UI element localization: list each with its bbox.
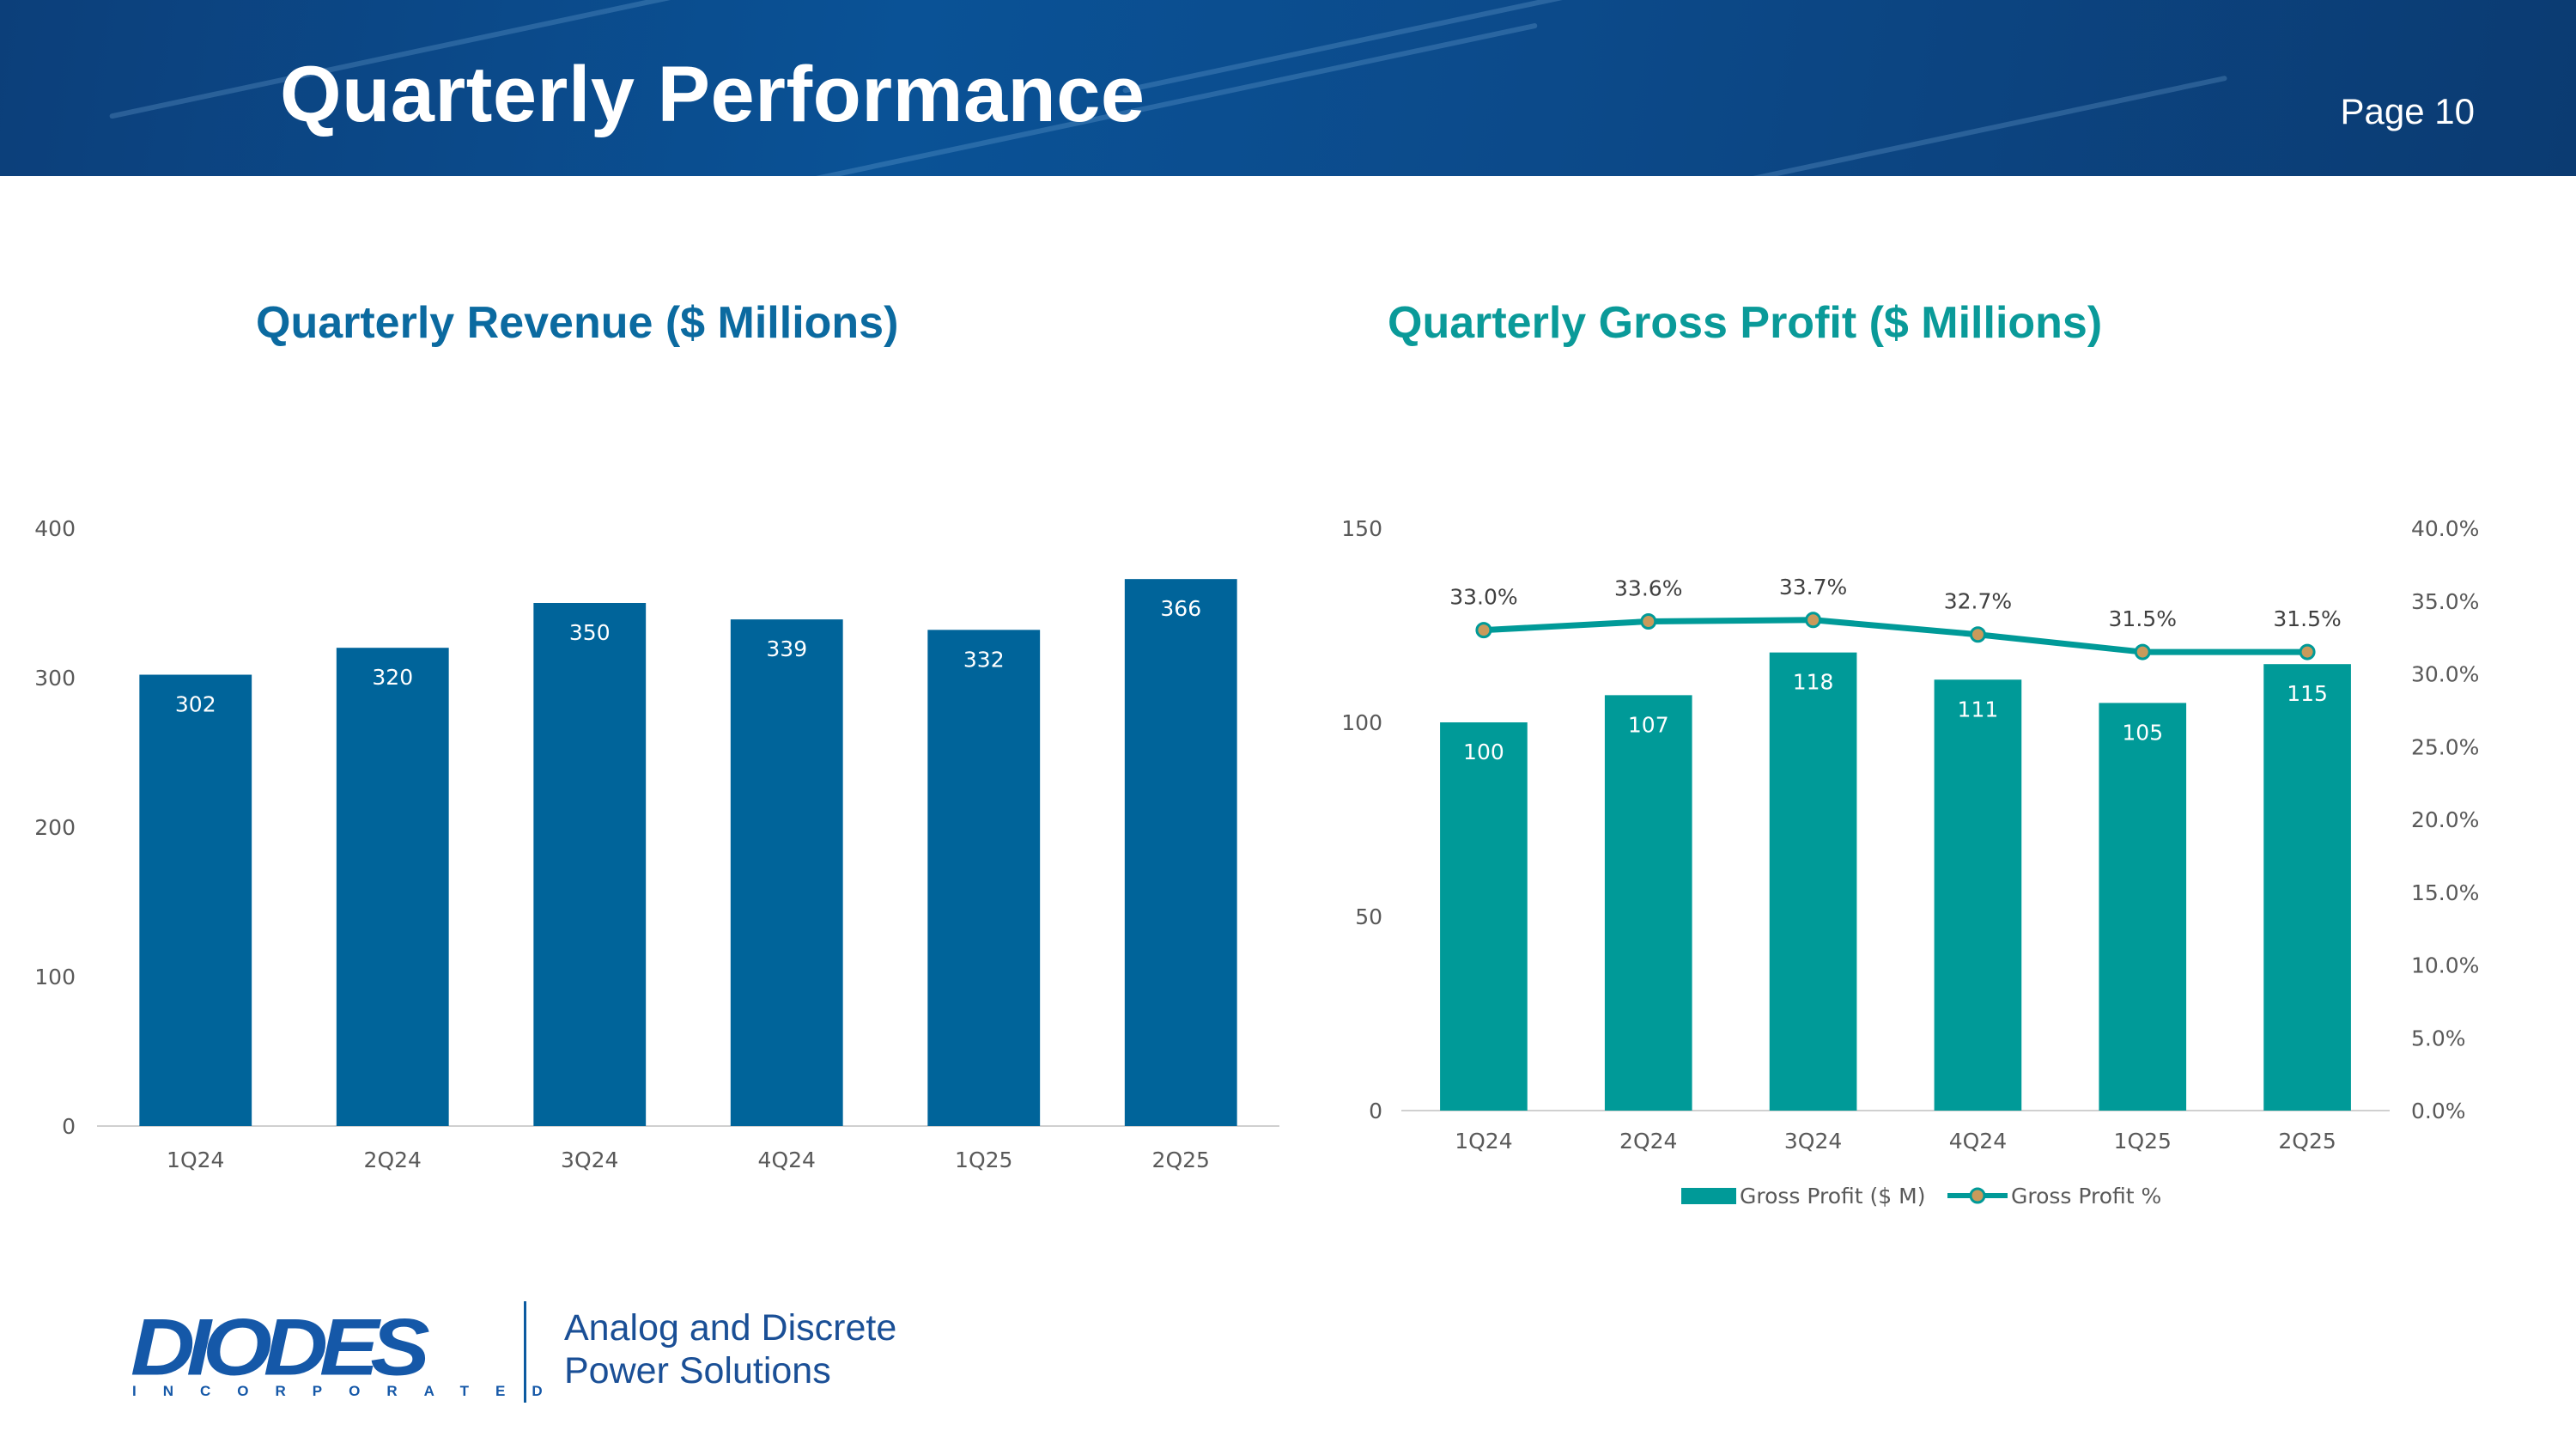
revenue-x-tick: 2Q24 xyxy=(364,1148,422,1172)
gross-profit-pct-label: 33.6% xyxy=(1614,575,1682,600)
diodes-logo: DIODES INCORPORATED xyxy=(131,1302,543,1402)
revenue-bar xyxy=(927,630,1041,1126)
gross-profit-pct-label: 31.5% xyxy=(2273,606,2341,631)
gross-profit-pct-label: 32.7% xyxy=(1944,589,2012,614)
gross-profit-data-label: 118 xyxy=(1793,670,1834,695)
gross-profit-y-tick: 100 xyxy=(1341,710,1382,735)
gross-profit-pct-line xyxy=(1483,617,2308,655)
revenue-y-tick: 200 xyxy=(34,815,76,840)
gross-profit-x-tick: 4Q24 xyxy=(1949,1129,2007,1154)
footer-divider xyxy=(524,1301,526,1403)
gross-profit-bar xyxy=(1604,695,1692,1111)
logo-subtext: INCORPORATED xyxy=(132,1383,569,1399)
gross-profit-pct-label: 33.0% xyxy=(1449,585,1517,610)
gross-profit-x-tick: 3Q24 xyxy=(1784,1129,1842,1154)
revenue-data-label: 332 xyxy=(963,647,1005,672)
gross-profit-y2-tick: 10.0% xyxy=(2411,953,2479,978)
revenue-x-tick: 1Q25 xyxy=(955,1148,1012,1172)
page-title: Quarterly Performance xyxy=(280,51,1145,138)
revenue-y-tick: 0 xyxy=(62,1114,76,1139)
gross-profit-data-label: 105 xyxy=(2122,720,2163,745)
revenue-y-tick: 100 xyxy=(34,965,76,989)
gross-profit-pct-label: 33.7% xyxy=(1779,575,1847,600)
gross-profit-y-tick: 150 xyxy=(1341,516,1382,541)
gross-profit-pct-marker xyxy=(1969,626,1986,643)
tagline-line2: Power Solutions xyxy=(564,1350,831,1391)
gross-profit-bar xyxy=(1769,652,1857,1111)
revenue-data-label: 350 xyxy=(569,620,611,645)
gross-profit-bar xyxy=(1934,679,2022,1111)
gross-profit-x-tick: 2Q24 xyxy=(1619,1129,1677,1154)
revenue-bar xyxy=(730,619,843,1126)
gross-profit-y2-tick: 40.0% xyxy=(2411,516,2479,541)
legend-line-marker xyxy=(1969,1187,1986,1204)
gross-profit-chart-title: Quarterly Gross Profit ($ Millions) xyxy=(1388,298,2103,348)
revenue-bar xyxy=(533,603,647,1126)
gross-profit-data-label: 115 xyxy=(2287,681,2328,706)
gross-profit-pct-marker xyxy=(1640,612,1657,630)
gross-profit-pct-marker xyxy=(2134,643,2151,661)
tagline-line1: Analog and Discrete xyxy=(564,1307,897,1349)
gross-profit-data-label: 100 xyxy=(1463,740,1504,764)
gross-profit-y2-tick: 25.0% xyxy=(2411,734,2479,759)
revenue-y-tick: 400 xyxy=(34,516,76,541)
gross-profit-bar xyxy=(1440,722,1528,1111)
revenue-data-label: 366 xyxy=(1160,596,1201,621)
revenue-data-label: 302 xyxy=(175,692,216,717)
gross-profit-data-label: 107 xyxy=(1628,712,1669,737)
revenue-data-label: 320 xyxy=(372,665,413,690)
revenue-x-tick: 3Q24 xyxy=(561,1148,618,1172)
gross-profit-y2-tick: 30.0% xyxy=(2411,662,2479,687)
gross-profit-y2-tick: 5.0% xyxy=(2411,1026,2466,1050)
gross-profit-x-tick: 1Q24 xyxy=(1455,1129,1512,1154)
revenue-x-tick: 2Q25 xyxy=(1152,1148,1210,1172)
gross-profit-y2-tick: 0.0% xyxy=(2411,1099,2466,1123)
logo-wordmark: DIODES xyxy=(131,1302,430,1392)
gross-profit-pct-label: 31.5% xyxy=(2109,606,2177,631)
gross-profit-pct-marker xyxy=(1805,612,1822,629)
revenue-chart-title: Quarterly Revenue ($ Millions) xyxy=(256,298,899,348)
revenue-y-tick: 300 xyxy=(34,666,76,691)
revenue-bar xyxy=(1124,579,1237,1126)
gross-profit-y2-tick: 15.0% xyxy=(2411,880,2479,905)
gross-profit-bar xyxy=(2263,664,2351,1111)
gross-profit-pct-marker xyxy=(2299,643,2316,661)
header-banner: Quarterly Performance Page 10 xyxy=(0,0,2576,176)
gross-profit-y-tick: 50 xyxy=(1355,904,1382,929)
gross-profit-y-tick: 0 xyxy=(1369,1099,1382,1123)
gross-profit-data-label: 111 xyxy=(1958,697,1999,721)
page-number: Page 10 xyxy=(2340,91,2475,131)
legend-line-label: Gross Profit % xyxy=(2011,1184,2161,1209)
gross-profit-y2-tick: 20.0% xyxy=(2411,807,2479,832)
tagline: Analog and Discrete Power Solutions xyxy=(564,1306,896,1392)
gross-profit-pct-marker xyxy=(1475,622,1492,639)
gross-profit-y2-tick: 35.0% xyxy=(2411,589,2479,614)
revenue-data-label: 339 xyxy=(766,636,807,661)
legend-bar-swatch xyxy=(1681,1188,1736,1204)
revenue-bar xyxy=(139,674,252,1126)
gross-profit-x-tick: 1Q25 xyxy=(2114,1129,2172,1154)
revenue-x-tick: 1Q24 xyxy=(167,1148,224,1172)
gross-profit-x-tick: 2Q25 xyxy=(2278,1129,2336,1154)
revenue-x-tick: 4Q24 xyxy=(758,1148,816,1172)
gross-profit-bar xyxy=(2099,703,2187,1111)
revenue-bar xyxy=(336,648,449,1126)
legend-bar-label: Gross Profit ($ M) xyxy=(1740,1184,1925,1209)
